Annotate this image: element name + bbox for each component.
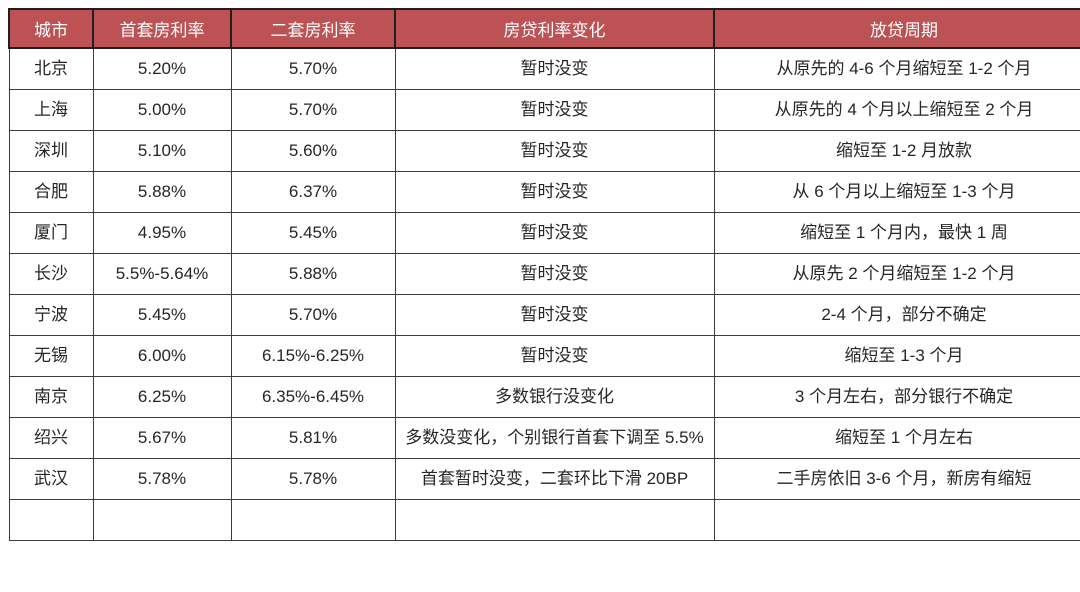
cell-cycle: 从原先的 4 个月以上缩短至 2 个月 — [713, 89, 1080, 131]
cell-cycle: 3 个月左右，部分银行不确定 — [713, 376, 1080, 418]
table-row: 长沙 5.5%-5.64% 5.88% 暂时没变 从原先 2 个月缩短至 1-2 个月 — [8, 253, 1080, 295]
table-row: 无锡 6.00% 6.15%-6.25% 暂时没变 缩短至 1-3 个月 — [8, 335, 1080, 377]
cell-cycle: 二手房依旧 3-6 个月，新房有缩短 — [713, 458, 1080, 500]
table-row: 武汉 5.78% 5.78% 首套暂时没变，二套环比下滑 20BP 二手房依旧 3-6 … — [8, 458, 1080, 500]
cell-cycle: 从原先 2 个月缩短至 1-2 个月 — [713, 253, 1080, 295]
cell-first-rate: 5.5%-5.64% — [92, 253, 232, 295]
table-row: 绍兴 5.67% 5.81% 多数没变化，个别银行首套下调至 5.5% 缩短至 1 个月… — [8, 417, 1080, 459]
table-row: 厦门 4.95% 5.45% 暂时没变 缩短至 1 个月内，最快 1 周 — [8, 212, 1080, 254]
cell-cycle: 缩短至 1-2 月放款 — [713, 130, 1080, 172]
cell-cycle: 缩短至 1 个月内，最快 1 周 — [713, 212, 1080, 254]
cell-first-rate: 5.78% — [92, 458, 232, 500]
cell-second-rate: 5.81% — [230, 417, 396, 459]
cell-second-rate: 5.70% — [230, 89, 396, 131]
cell-city: 无锡 — [8, 335, 94, 377]
cell-empty — [394, 499, 715, 541]
cell-first-rate: 5.00% — [92, 89, 232, 131]
column-header-first-rate: 首套房利率 — [92, 8, 232, 49]
cell-empty — [713, 499, 1080, 541]
column-header-lending-cycle: 放贷周期 — [713, 8, 1080, 49]
cell-change: 暂时没变 — [394, 171, 715, 213]
cell-city: 厦门 — [8, 212, 94, 254]
cell-change: 暂时没变 — [394, 335, 715, 377]
cell-first-rate: 5.20% — [92, 47, 232, 90]
table-row: 北京 5.20% 5.70% 暂时没变 从原先的 4-6 个月缩短至 1-2 个月 — [8, 47, 1080, 90]
cell-change: 暂时没变 — [394, 212, 715, 254]
cell-first-rate: 6.25% — [92, 376, 232, 418]
cell-first-rate: 5.10% — [92, 130, 232, 172]
cell-city: 深圳 — [8, 130, 94, 172]
cell-city: 上海 — [8, 89, 94, 131]
cell-empty — [8, 499, 94, 541]
cell-change: 暂时没变 — [394, 253, 715, 295]
cell-city: 长沙 — [8, 253, 94, 295]
cell-change: 暂时没变 — [394, 47, 715, 90]
cell-change: 暂时没变 — [394, 89, 715, 131]
cell-cycle: 2-4 个月，部分不确定 — [713, 294, 1080, 336]
cell-first-rate: 4.95% — [92, 212, 232, 254]
column-header-city: 城市 — [8, 8, 94, 49]
cell-change: 首套暂时没变，二套环比下滑 20BP — [394, 458, 715, 500]
cell-second-rate: 5.60% — [230, 130, 396, 172]
cell-first-rate: 5.88% — [92, 171, 232, 213]
cell-cycle: 从原先的 4-6 个月缩短至 1-2 个月 — [713, 47, 1080, 90]
cell-second-rate: 5.88% — [230, 253, 396, 295]
table-body: 北京 5.20% 5.70% 暂时没变 从原先的 4-6 个月缩短至 1-2 个月 上海 5… — [8, 47, 1080, 541]
cell-city: 南京 — [8, 376, 94, 418]
cell-city: 北京 — [8, 47, 94, 90]
cell-second-rate: 5.70% — [230, 294, 396, 336]
cell-city: 宁波 — [8, 294, 94, 336]
cell-first-rate: 5.45% — [92, 294, 232, 336]
table-row: 深圳 5.10% 5.60% 暂时没变 缩短至 1-2 月放款 — [8, 130, 1080, 172]
column-header-rate-change: 房贷利率变化 — [394, 8, 715, 49]
table-row: 南京 6.25% 6.35%-6.45% 多数银行没变化 3 个月左右，部分银行不确定 — [8, 376, 1080, 418]
mortgage-rate-table: 城市 首套房利率 二套房利率 房贷利率变化 放贷周期 北京 5.20% 5.70% 暂… — [8, 8, 1080, 541]
table-row: 上海 5.00% 5.70% 暂时没变 从原先的 4 个月以上缩短至 2 个月 — [8, 89, 1080, 131]
table-row-partial — [8, 499, 1080, 541]
table-row: 合肥 5.88% 6.37% 暂时没变从 6 个月以上缩短至 1-3 个月 — [8, 171, 1080, 213]
cell-cycle: 缩短至 1-3 个月 — [713, 335, 1080, 377]
cell-second-rate: 6.15%-6.25% — [230, 335, 396, 377]
table-header-row: 城市 首套房利率 二套房利率 房贷利率变化 放贷周期 — [8, 8, 1080, 49]
cell-change: 多数没变化，个别银行首套下调至 5.5% — [394, 417, 715, 459]
table-row: 宁波 5.45% 5.70% 暂时没变 2-4 个月，部分不确定 — [8, 294, 1080, 336]
cell-cycle: 缩短至 1 个月左右 — [713, 417, 1080, 459]
cell-empty — [230, 499, 396, 541]
cell-change: 暂时没变 — [394, 130, 715, 172]
cell-change: 多数银行没变化 — [394, 376, 715, 418]
cell-second-rate: 5.78% — [230, 458, 396, 500]
column-header-second-rate: 二套房利率 — [230, 8, 396, 49]
cell-city: 合肥 — [8, 171, 94, 213]
cell-first-rate: 6.00% — [92, 335, 232, 377]
cell-second-rate: 6.35%-6.45% — [230, 376, 396, 418]
cell-empty — [92, 499, 232, 541]
cell-cycle: 从 6 个月以上缩短至 1-3 个月 — [713, 171, 1080, 213]
cell-first-rate: 5.67% — [92, 417, 232, 459]
cell-change: 暂时没变 — [394, 294, 715, 336]
cell-city: 绍兴 — [8, 417, 94, 459]
cell-second-rate: 6.37% — [230, 171, 396, 213]
cell-second-rate: 5.45% — [230, 212, 396, 254]
cell-second-rate: 5.70% — [230, 47, 396, 90]
cell-city: 武汉 — [8, 458, 94, 500]
